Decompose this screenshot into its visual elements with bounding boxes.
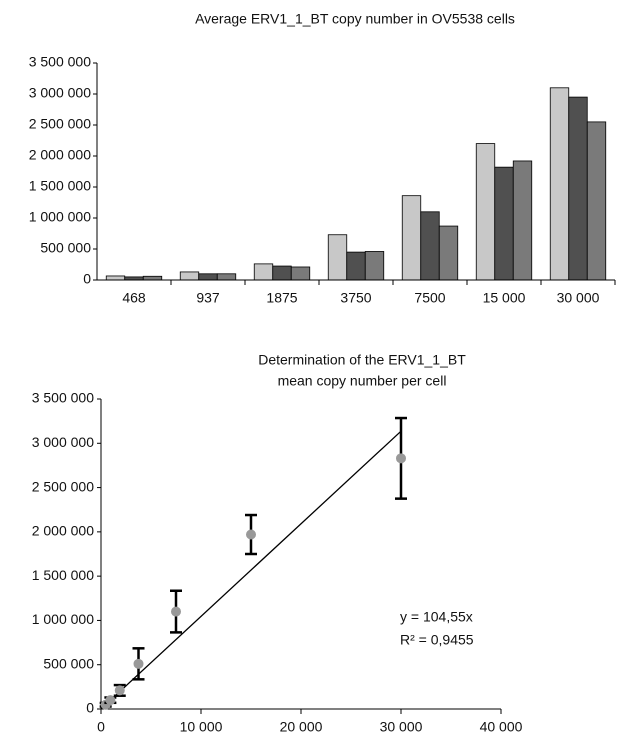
chart-title: Determination of the ERV1_1_BT [258, 352, 466, 368]
x-tick-label: 30 000 [557, 290, 600, 306]
x-tick-label: 3750 [340, 290, 371, 306]
point [396, 453, 406, 464]
y-tick-label: 1 000 000 [32, 611, 94, 627]
bar [198, 273, 218, 281]
y-tick-label: 3 500 000 [29, 54, 91, 70]
bar [568, 96, 588, 281]
bar [272, 265, 292, 281]
bar [364, 251, 385, 281]
point [114, 685, 125, 696]
x-tick-label: 1875 [266, 290, 297, 306]
bar [401, 195, 422, 281]
y-tick-label: 1 000 000 [29, 209, 91, 225]
bar [105, 275, 126, 281]
y-tick-label: 3 500 000 [32, 390, 94, 406]
equation: y = 104,55x [400, 609, 473, 625]
bar [253, 263, 274, 281]
bar [420, 211, 440, 281]
y-tick-label: 500 000 [40, 240, 91, 256]
x-tick-label: 15 000 [483, 290, 526, 306]
x-tick-label: 0 [97, 719, 105, 735]
chart-title: mean copy number per cell [278, 373, 447, 389]
y-tick-label: 0 [86, 700, 94, 716]
y-tick-label: 3 000 000 [29, 85, 91, 101]
x-tick-label: 40 000 [480, 719, 523, 735]
y-tick-label: 1 500 000 [32, 567, 94, 583]
x-tick-label: 10 000 [180, 719, 223, 735]
point [105, 695, 116, 706]
y-tick-label: 2 500 000 [29, 116, 91, 132]
y-tick-label: 2 000 000 [32, 523, 94, 539]
trendline [100, 430, 402, 710]
y-tick-label: 500 000 [43, 655, 94, 671]
bar [494, 166, 514, 281]
x-tick-label: 468 [122, 290, 146, 306]
x-tick-label: 937 [196, 290, 220, 306]
bar [216, 273, 237, 281]
bar [512, 160, 533, 281]
x-tick-label: 30 000 [380, 719, 423, 735]
x-tick-label: 20 000 [280, 719, 323, 735]
y-tick-label: 2 500 000 [32, 478, 94, 494]
x-tick-label: 7500 [414, 290, 445, 306]
bar [142, 275, 163, 281]
bar [549, 87, 570, 281]
r-squared: R² = 0,9455 [400, 632, 474, 648]
bar [438, 225, 459, 281]
point [246, 529, 256, 540]
bar [346, 251, 366, 281]
point [133, 658, 144, 669]
chart-title: Average ERV1_1_BT copy number in OV5538 … [195, 11, 515, 27]
y-tick-label: 3 000 000 [32, 434, 94, 450]
bar [290, 266, 311, 281]
bar [475, 143, 496, 281]
y-tick-label: 0 [83, 271, 91, 287]
y-tick-label: 2 000 000 [29, 147, 91, 163]
y-tick-label: 1 500 000 [29, 178, 91, 194]
bar [586, 121, 607, 281]
bar [179, 271, 200, 281]
bar [327, 234, 348, 281]
point [171, 606, 181, 617]
